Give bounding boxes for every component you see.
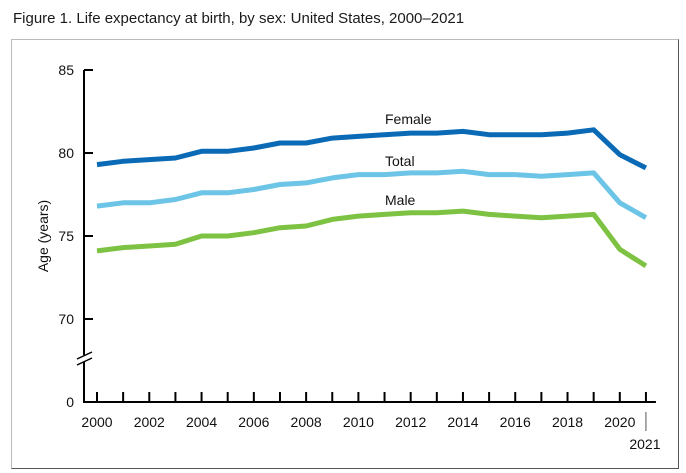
y-tick-label: 75	[58, 228, 74, 244]
y-tick-label: 85	[58, 62, 74, 78]
y-tick-label: 0	[66, 394, 74, 410]
x-tick-label: 2006	[238, 414, 269, 430]
series-label-male: Male	[385, 192, 416, 208]
series-label-female: Female	[385, 111, 432, 127]
x-tick-label: 2010	[343, 414, 374, 430]
series-label-total: Total	[385, 153, 415, 169]
series-line-male	[96, 208, 648, 269]
axis-break-gap	[78, 355, 90, 362]
x-tick-label: 2002	[134, 414, 165, 430]
x-tick-label: 2021	[629, 436, 660, 452]
x-tick-label: 2016	[500, 414, 531, 430]
x-tick-label: 2014	[447, 414, 478, 430]
series-lines	[96, 127, 648, 269]
x-tick-label: 2004	[186, 414, 217, 430]
x-tick-label: 2000	[81, 414, 112, 430]
figure-frame	[11, 39, 679, 469]
series-line-total	[96, 168, 648, 220]
axes: 85 80 75 70 0 2000 2002 2004 2006 2008 2010 2012 201…	[58, 62, 660, 452]
x-tick-label: 2020	[604, 414, 635, 430]
axis-break-mark	[76, 357, 93, 366]
series-labels: Female Total Male	[385, 111, 432, 208]
series-line-female	[96, 127, 648, 171]
figure-title: Figure 1. Life expectancy at birth, by s…	[13, 10, 465, 27]
x-tick-label: 2018	[552, 414, 583, 430]
y-tick-label: 70	[58, 311, 74, 327]
y-axis-label: Age (years)	[35, 200, 51, 272]
x-tick-label: 2012	[395, 414, 426, 430]
y-tick-label: 80	[58, 145, 74, 161]
x-tick-label: 2008	[291, 414, 322, 430]
axis-break-mark	[76, 351, 93, 360]
